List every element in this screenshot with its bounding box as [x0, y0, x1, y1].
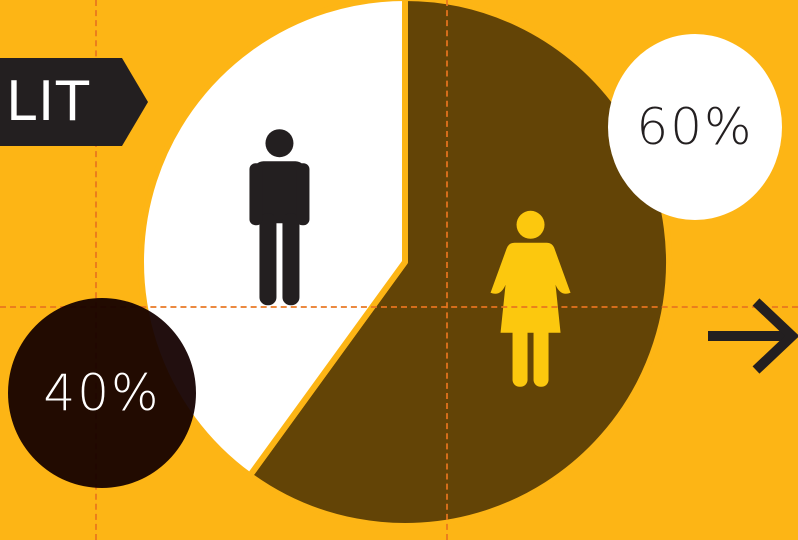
arrow-right-icon[interactable] — [704, 296, 798, 376]
category-tag: LIT — [0, 58, 148, 146]
guide-line-vertical-left — [95, 0, 97, 540]
female-person-icon — [490, 210, 571, 387]
guide-line-vertical-center — [446, 0, 448, 540]
category-tag-label: LIT — [6, 70, 91, 133]
guide-line-horizontal — [0, 306, 798, 308]
data-label-men: 40% — [8, 298, 196, 488]
male-person-icon — [249, 129, 310, 306]
pie-slice-women — [246, 0, 672, 529]
tag-shape — [0, 58, 148, 146]
data-label-women: 60% — [608, 34, 782, 220]
